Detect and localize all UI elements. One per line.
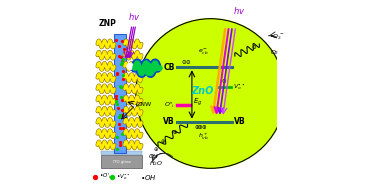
Text: $\bullet O'_i$: $\bullet O'_i$ [99, 172, 111, 181]
Text: $H_2O$: $H_2O$ [149, 159, 164, 168]
Text: $\bullet V^{\bullet\bullet}_o$: $\bullet V^{\bullet\bullet}_o$ [116, 172, 130, 182]
Text: $e^-_{cb}$: $e^-_{cb}$ [198, 48, 208, 57]
Text: $\bullet OH$: $\bullet OH$ [141, 173, 157, 182]
Text: $\oplus$: $\oplus$ [160, 137, 166, 145]
Text: $E_g$: $E_g$ [193, 96, 203, 108]
Circle shape [136, 19, 286, 168]
Text: VB: VB [234, 117, 246, 126]
Circle shape [127, 63, 134, 70]
Text: ITO glass: ITO glass [113, 160, 131, 164]
Text: $OH^-$: $OH^-$ [148, 152, 164, 160]
Text: $h^+_{vb}$: $h^+_{vb}$ [197, 132, 209, 142]
Text: $\ominus$: $\ominus$ [221, 77, 227, 85]
Text: $O_2$: $O_2$ [269, 48, 279, 57]
Text: VB: VB [163, 117, 175, 126]
Text: $hv$: $hv$ [233, 5, 246, 16]
Text: ZNP: ZNP [99, 19, 117, 28]
Text: CB: CB [164, 63, 175, 72]
Text: $\ominus$: $\ominus$ [251, 43, 258, 51]
Bar [101, 151, 142, 155]
Text: $\oplus$: $\oplus$ [201, 123, 207, 131]
Text: $\oplus$: $\oplus$ [197, 123, 203, 131]
Text: $hv$: $hv$ [128, 11, 140, 22]
Text: ZnO: ZnO [191, 86, 213, 96]
Text: $V^{\bullet\bullet}_o$: $V^{\bullet\bullet}_o$ [233, 82, 245, 92]
Text: $\oplus$: $\oplus$ [172, 128, 178, 136]
Bar [101, 155, 142, 168]
Polygon shape [114, 34, 126, 153]
Text: ZNW: ZNW [137, 102, 152, 107]
Text: $\ominus$: $\ominus$ [181, 58, 188, 66]
Text: $\ominus$: $\ominus$ [185, 58, 191, 66]
Text: $O''_i$: $O''_i$ [164, 100, 175, 110]
Text: $\oplus$: $\oplus$ [193, 123, 200, 131]
Text: $\oplus$: $\oplus$ [153, 145, 159, 153]
Text: $\bullet O_2^-$: $\bullet O_2^-$ [269, 33, 284, 42]
